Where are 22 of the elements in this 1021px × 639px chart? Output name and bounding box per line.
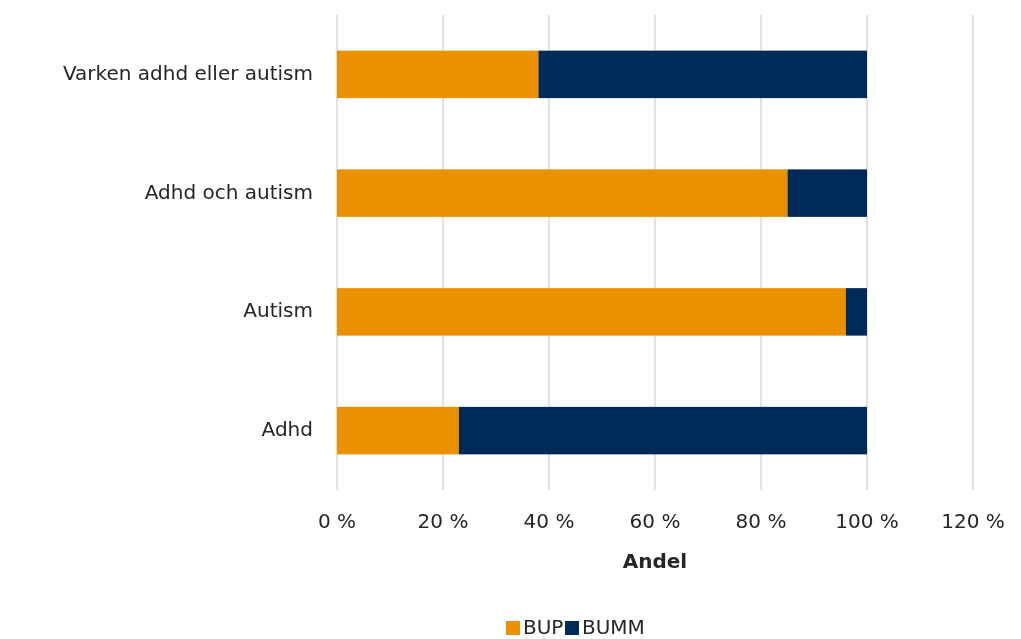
x-tick-label: 40 %	[523, 509, 575, 533]
x-tick-label: 120 %	[941, 509, 1005, 533]
x-tick-label: 80 %	[735, 509, 787, 533]
x-axis-title: Andel	[622, 549, 688, 573]
x-tick-label: 60 %	[629, 509, 681, 533]
bar	[845, 288, 867, 336]
bar	[337, 169, 788, 217]
bar	[787, 169, 867, 217]
y-tick-label: Autism	[243, 298, 313, 323]
x-tick-label: 0 %	[317, 509, 357, 533]
legend-label: BUP	[523, 615, 564, 639]
legend-label: BUMM	[582, 615, 645, 639]
bar	[337, 406, 459, 455]
x-tick-label: 20 %	[417, 509, 469, 533]
bar	[337, 288, 846, 336]
y-tick-label: Adhd och autism	[144, 179, 313, 204]
y-tick-label: Varken adhd eller autism	[62, 60, 313, 85]
bar	[538, 50, 867, 99]
bar	[458, 406, 867, 455]
bar	[337, 50, 539, 99]
y-tick-label: Adhd	[261, 417, 313, 442]
x-tick-label: 100 %	[835, 509, 899, 533]
